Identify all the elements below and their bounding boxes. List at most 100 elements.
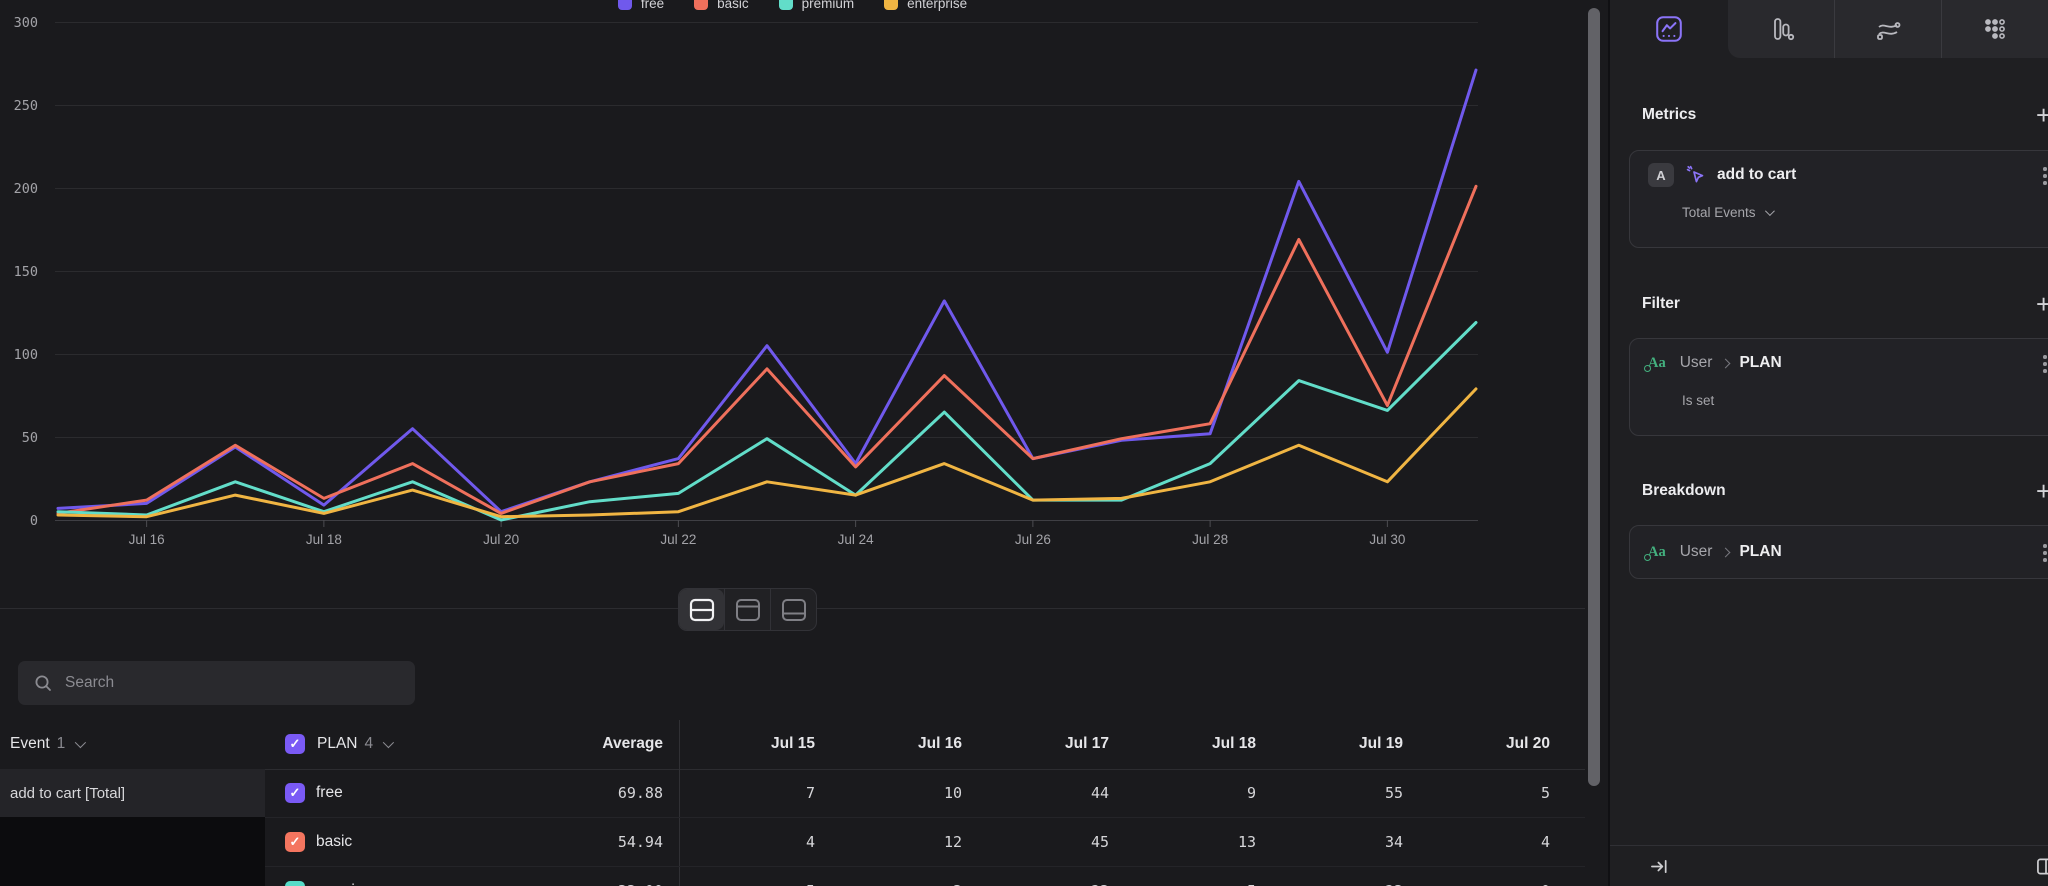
y-axis-label: 50 bbox=[22, 430, 38, 446]
layout-split-button[interactable] bbox=[679, 589, 724, 630]
date-column-header[interactable]: Jul 17 bbox=[1065, 735, 1109, 752]
event-group-cell[interactable]: add to cart [Total] bbox=[0, 769, 265, 817]
row-value: 3 bbox=[815, 867, 962, 886]
tab-flow[interactable] bbox=[1834, 0, 1941, 58]
series-line-basic[interactable] bbox=[56, 184, 1478, 515]
x-axis-label: Jul 18 bbox=[306, 532, 342, 547]
row-value: 55 bbox=[1384, 784, 1403, 802]
y-axis-label: 300 bbox=[14, 15, 38, 31]
row-value: 4 bbox=[1540, 833, 1550, 851]
add-metric-button[interactable]: + bbox=[2036, 100, 2048, 131]
tab-bar-chart[interactable] bbox=[1728, 0, 1834, 58]
x-axis-label: Jul 28 bbox=[1192, 532, 1228, 547]
event-column-empty-area bbox=[0, 817, 265, 886]
layout-toggle-group bbox=[678, 588, 817, 631]
date-column-header[interactable]: Jul 15 bbox=[771, 735, 815, 752]
row-value: 13 bbox=[1237, 833, 1256, 851]
text-property-icon: Aa bbox=[1644, 543, 1666, 561]
x-axis-label: Jul 26 bbox=[1015, 532, 1051, 547]
collapse-panel-icon[interactable] bbox=[1650, 857, 1669, 876]
row-checkbox[interactable]: ✓ bbox=[285, 783, 305, 803]
table-row-basic[interactable]: ✓ basic 54.94 4 12 45 13 34 4 bbox=[265, 818, 1585, 867]
flow-icon bbox=[1877, 22, 1901, 40]
metric-card[interactable]: A add to cart Total Events bbox=[1629, 150, 2048, 248]
chevron-down-icon bbox=[382, 736, 395, 749]
breakdown-menu-button[interactable] bbox=[2043, 544, 2047, 562]
plan-column-dropdown[interactable]: ✓ PLAN 4 bbox=[285, 720, 395, 768]
plan-select-all-checkbox[interactable]: ✓ bbox=[285, 734, 305, 754]
row-value: 4 bbox=[805, 833, 815, 851]
table-row-premium[interactable]: ✓premium33.0053235230 bbox=[265, 867, 1585, 886]
layout-chart-focus-button[interactable] bbox=[724, 589, 770, 630]
panel-tab-strip bbox=[1728, 0, 2048, 58]
row-average-value: 69.88 bbox=[617, 784, 663, 802]
average-column-header[interactable]: Average bbox=[520, 720, 663, 768]
average-header-label: Average bbox=[602, 735, 663, 752]
date-column-header[interactable]: Jul 20 bbox=[1506, 735, 1550, 752]
date-column-header[interactable]: Jul 16 bbox=[918, 735, 962, 752]
legend-item[interactable]: premium bbox=[778, 0, 855, 11]
legend-item[interactable]: enterprise bbox=[884, 0, 967, 11]
dots-grid-icon bbox=[1985, 19, 2005, 39]
legend-item[interactable]: free bbox=[617, 0, 665, 11]
metric-menu-button[interactable] bbox=[2043, 167, 2047, 185]
event-column-dropdown[interactable]: Event 1 bbox=[10, 720, 87, 768]
date-column-header[interactable]: Jul 18 bbox=[1212, 735, 1256, 752]
tab-line-chart-active[interactable] bbox=[1610, 0, 1728, 58]
panel-footer bbox=[1610, 845, 2048, 886]
breakdown-card[interactable]: Aa User PLAN bbox=[1629, 525, 2048, 579]
series-line-premium[interactable] bbox=[56, 321, 1478, 522]
row-plan-label: premium bbox=[316, 867, 376, 886]
legend-item[interactable]: basic bbox=[694, 0, 749, 11]
layout-table-focus-button[interactable] bbox=[770, 589, 816, 630]
row-checkbox[interactable]: ✓ bbox=[285, 881, 305, 886]
filter-section-header: Filter + bbox=[1642, 289, 2048, 319]
legend-label: enterprise bbox=[907, 0, 968, 11]
event-count: 1 bbox=[56, 735, 66, 752]
date-column-header[interactable]: Jul 19 bbox=[1359, 735, 1403, 752]
line-chart-icon bbox=[1656, 16, 1682, 42]
y-axis-label: 100 bbox=[14, 347, 38, 363]
legend-swatch bbox=[617, 0, 632, 10]
search-input[interactable]: Search bbox=[18, 661, 415, 705]
breakdown-property-label: PLAN bbox=[1739, 543, 1782, 560]
line-chart[interactable]: 0 50 100 150 200 250 300 Jul 16 Jul 18 Jul 20 Jul … bbox=[0, 0, 1585, 558]
metric-letter-badge: A bbox=[1648, 163, 1674, 187]
filter-card[interactable]: Aa User PLAN Is set bbox=[1629, 338, 2048, 436]
plan-header-label: PLAN bbox=[317, 735, 358, 752]
add-breakdown-button[interactable]: + bbox=[2036, 476, 2048, 507]
x-axis-label: Jul 24 bbox=[838, 532, 875, 547]
row-value: 0 bbox=[1403, 867, 1550, 886]
add-filter-button[interactable]: + bbox=[2036, 289, 2048, 320]
series-line-enterprise[interactable] bbox=[56, 387, 1478, 519]
legend-label: free bbox=[640, 0, 665, 11]
x-axis-label: Jul 30 bbox=[1369, 532, 1405, 547]
row-average-value: 33.00 bbox=[565, 867, 663, 886]
series-line-free[interactable] bbox=[56, 68, 1478, 514]
vertical-scrollbar[interactable] bbox=[1588, 8, 1600, 786]
y-axis-label: 0 bbox=[30, 513, 38, 529]
plan-count: 4 bbox=[364, 735, 374, 752]
table-column-divider bbox=[679, 720, 680, 886]
split-view-icon bbox=[689, 598, 714, 621]
row-value: 34 bbox=[1384, 833, 1403, 851]
row-value: 7 bbox=[805, 784, 815, 802]
table-row-free[interactable]: ✓ free 69.88 7 10 44 9 55 5 bbox=[265, 769, 1585, 818]
y-axis-label: 150 bbox=[14, 264, 38, 280]
tab-more-views[interactable] bbox=[1941, 0, 2048, 58]
filter-operator-dropdown[interactable]: Is set bbox=[1682, 393, 1714, 408]
metric-event-name: add to cart bbox=[1717, 166, 1797, 183]
row-checkbox[interactable]: ✓ bbox=[285, 832, 305, 852]
bar-chart-icon bbox=[1774, 18, 1795, 41]
x-axis-label: Jul 22 bbox=[660, 532, 696, 547]
legend-label: premium bbox=[801, 0, 855, 11]
aggregation-label: Total Events bbox=[1682, 205, 1756, 220]
metrics-title: Metrics bbox=[1642, 106, 1697, 123]
filter-menu-button[interactable] bbox=[2043, 355, 2047, 373]
breakdown-title: Breakdown bbox=[1642, 482, 1726, 499]
chevron-down-icon bbox=[1764, 206, 1775, 217]
filter-property-label: PLAN bbox=[1739, 354, 1782, 371]
aggregation-dropdown[interactable]: Total Events bbox=[1682, 205, 1775, 220]
side-by-side-columns-icon[interactable] bbox=[2036, 857, 2048, 876]
